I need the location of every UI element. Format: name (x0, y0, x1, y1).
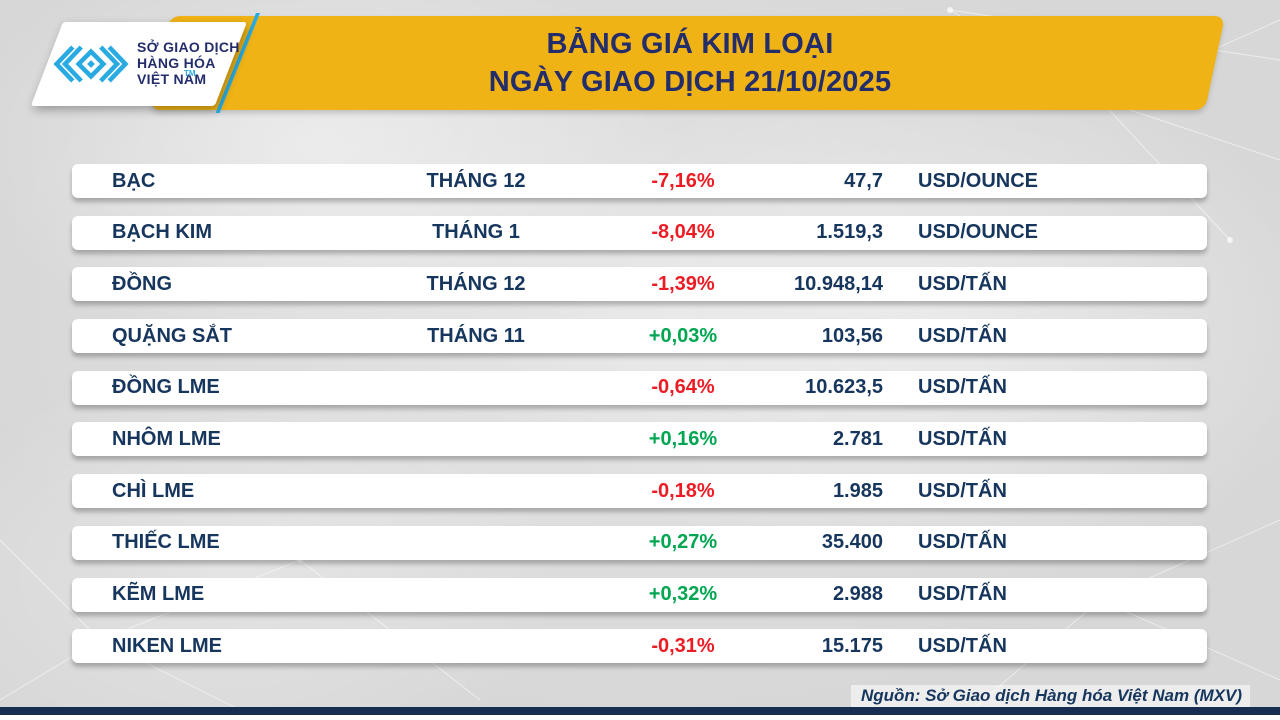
price-unit: USD/TẤN (918, 634, 1007, 657)
price-table: BẠC THÁNG 12 -7,16% 47,7 USD/OUNCE BẠCH … (72, 164, 1207, 681)
price-value: 2.781 (832, 427, 883, 450)
price-unit: USD/TẤN (918, 272, 1007, 295)
commodity-name: QUẶNG SẮT (112, 324, 232, 347)
table-row: KẼM LME +0,32% 2.988 USD/TẤN (72, 577, 1207, 612)
change-percent: +0,16% (648, 427, 718, 450)
price-value: 1.985 (832, 479, 883, 502)
change-percent: -0,18% (651, 479, 715, 502)
commodity-name: KẼM LME (112, 583, 205, 605)
commodity-name: NHÔM LME (112, 427, 221, 450)
commodity-name: ĐỒNG LME (112, 376, 220, 399)
title-line1: BẢNG GIÁ KIM LOẠI (546, 28, 834, 60)
commodity-name: THIẾC LME (112, 531, 220, 554)
table-row: QUẶNG SẮT THÁNG 11 +0,03% 103,56 USD/TẤN (72, 319, 1207, 354)
commodity-name: BẠCH KIM (112, 221, 212, 244)
change-percent: -7,16% (651, 169, 715, 192)
logo-line1: SỞ GIAO DỊCH (137, 39, 240, 56)
change-percent: +0,32% (648, 583, 718, 605)
bottom-white-strip (0, 715, 1280, 720)
mxv-chevron-icon (53, 45, 129, 83)
commodity-name: CHÌ LME (112, 479, 195, 502)
change-percent: -0,64% (651, 376, 715, 399)
price-unit: USD/TẤN (918, 479, 1007, 502)
change-percent: +0,03% (648, 324, 718, 347)
table-row: ĐỒNG LME -0,64% 10.623,5 USD/TẤN (72, 370, 1207, 405)
price-value: 103,56 (821, 324, 883, 347)
price-unit: USD/TẤN (918, 583, 1007, 605)
table-row: NHÔM LME +0,16% 2.781 USD/TẤN (72, 422, 1207, 457)
price-value: 35.400 (821, 531, 883, 554)
price-unit: USD/TẤN (918, 427, 1007, 450)
price-value: 2.988 (832, 583, 883, 605)
price-unit: USD/TẤN (918, 531, 1007, 554)
page-title: BẢNG GIÁ KIM LOẠI NGÀY GIAO DỊCH 21/10/2… (400, 25, 980, 102)
contract-month: THÁNG 1 (432, 221, 520, 244)
change-percent: -1,39% (651, 272, 715, 295)
price-value: 10.623,5 (805, 376, 883, 399)
source-credit: Nguồn: Sở Giao dịch Hàng hóa Việt Nam (M… (850, 685, 1250, 709)
logo-line3: VIỆT NAM (137, 70, 207, 87)
price-unit: USD/TẤN (918, 376, 1007, 399)
price-value: 10.948,14 (794, 272, 883, 295)
contract-month: THÁNG 11 (427, 324, 525, 347)
bottom-navy-bar (0, 707, 1280, 715)
commodity-name: NIKEN LME (112, 634, 222, 657)
trademark-symbol: TM (184, 69, 196, 78)
change-percent: +0,27% (648, 531, 718, 554)
price-value: 47,7 (844, 169, 883, 192)
change-percent: -8,04% (651, 221, 715, 244)
price-unit: USD/OUNCE (918, 169, 1039, 192)
title-line2: NGÀY GIAO DỊCH 21/10/2025 (488, 66, 892, 99)
change-percent: -0,31% (651, 634, 715, 657)
contract-month: THÁNG 12 (426, 272, 526, 295)
price-value: 15.175 (821, 634, 883, 657)
table-row: THIẾC LME +0,27% 35.400 USD/TẤN (72, 525, 1207, 560)
contract-month: THÁNG 12 (426, 169, 526, 192)
table-row: NIKEN LME -0,31% 15.175 USD/TẤN (72, 629, 1207, 664)
price-value: 1.519,3 (816, 221, 883, 244)
commodity-name: ĐỒNG (112, 272, 172, 295)
table-row: BẠCH KIM THÁNG 1 -8,04% 1.519,3 USD/OUNC… (72, 215, 1207, 250)
table-row: BẠC THÁNG 12 -7,16% 47,7 USD/OUNCE (72, 164, 1207, 198)
commodity-name: BẠC (112, 169, 156, 192)
table-row: ĐỒNG THÁNG 12 -1,39% 10.948,14 USD/TẤN (72, 267, 1207, 302)
price-unit: USD/TẤN (918, 324, 1007, 347)
table-row: CHÌ LME -0,18% 1.985 USD/TẤN (72, 474, 1207, 509)
price-unit: USD/OUNCE (918, 221, 1039, 244)
logo-wordmark: SỞ GIAO DỊCH HÀNG HÓA VIỆT NAM (137, 39, 240, 88)
logo-line2: HÀNG HÓA (137, 55, 216, 72)
mxv-logo: TM SỞ GIAO DỊCH HÀNG HÓA VIỆT NAM (52, 33, 252, 95)
